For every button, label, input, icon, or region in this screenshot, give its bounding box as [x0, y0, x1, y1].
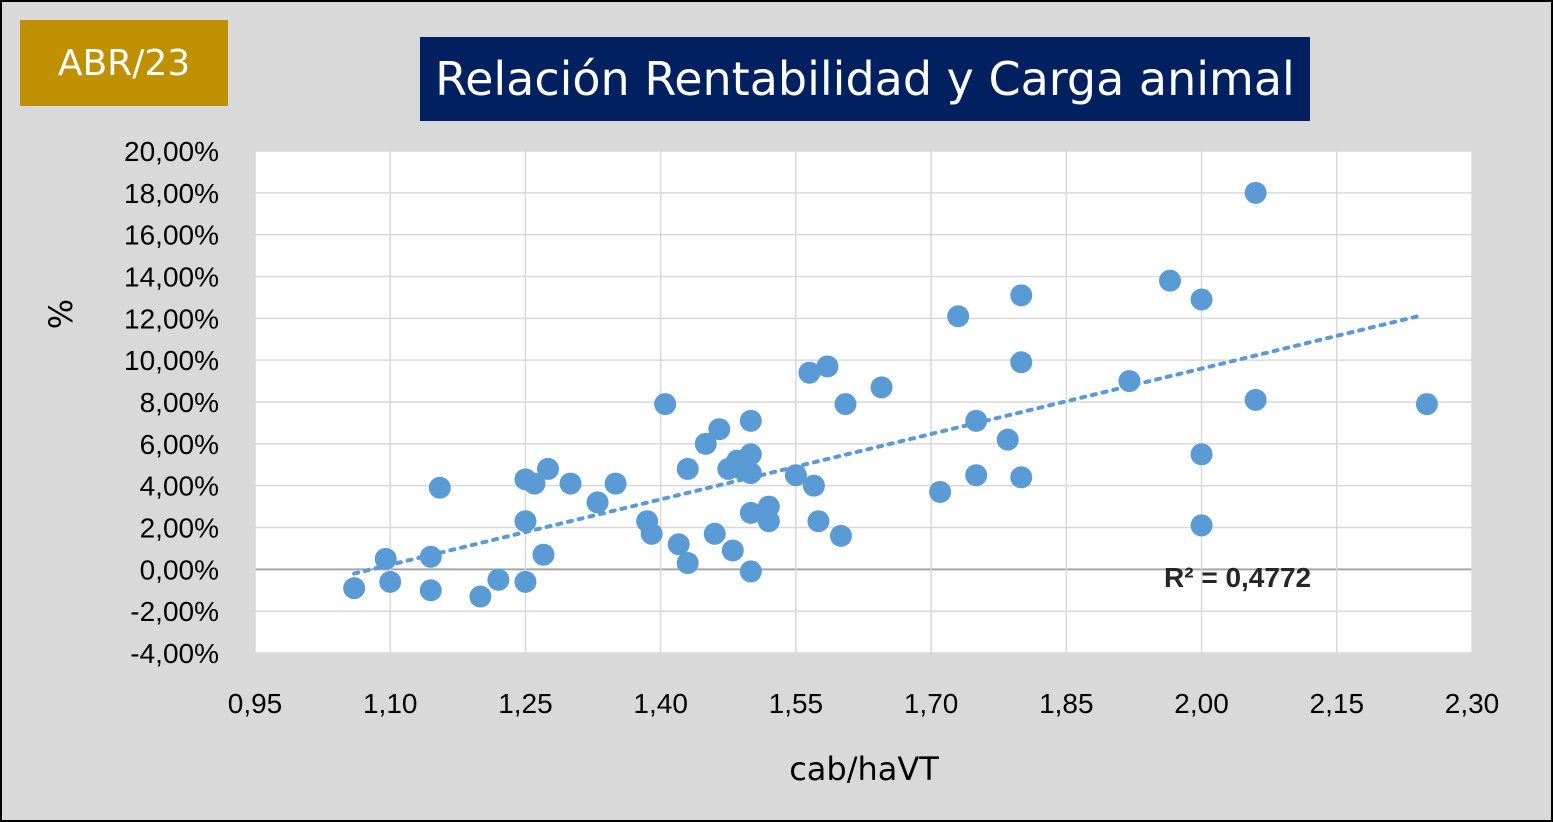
- data-point: [379, 570, 402, 593]
- data-point: [374, 547, 397, 570]
- data-point: [708, 418, 731, 441]
- x-axis-ticks: 0,95 1,10 1,25 1,40 1,55 1,70 1,85 2,00 2,15 2,30: [228, 688, 1500, 719]
- y-tick-label: 4,00%: [140, 471, 219, 502]
- data-point: [965, 409, 988, 432]
- data-point: [739, 443, 762, 466]
- data-point: [834, 393, 857, 416]
- data-point: [1010, 351, 1033, 374]
- data-point: [807, 510, 830, 533]
- data-point: [996, 428, 1019, 451]
- y-tick-label: 6,00%: [140, 429, 219, 460]
- data-point: [784, 464, 807, 487]
- data-point: [1190, 443, 1213, 466]
- data-point: [536, 457, 559, 480]
- data-point: [1159, 269, 1182, 292]
- data-point: [523, 472, 546, 495]
- x-tick-label: 1,40: [633, 688, 688, 719]
- data-point: [604, 472, 627, 495]
- data-points: [343, 181, 1438, 608]
- data-point: [721, 539, 744, 562]
- y-tick-label: 12,00%: [124, 303, 219, 334]
- data-point: [586, 491, 609, 514]
- data-point: [487, 568, 510, 591]
- x-axis-label: cab/haVT: [789, 750, 939, 788]
- data-point: [1010, 466, 1033, 489]
- data-point: [947, 305, 970, 328]
- y-tick-label: 10,00%: [124, 345, 219, 376]
- x-tick-label: 1,70: [904, 688, 959, 719]
- chart-title: Relación Rentabilidad y Carga animal: [420, 37, 1310, 121]
- data-point: [757, 510, 780, 533]
- data-point: [829, 524, 852, 547]
- data-point: [816, 355, 839, 378]
- x-tick-label: 0,95: [228, 688, 283, 719]
- data-point: [1244, 388, 1267, 411]
- data-point: [739, 462, 762, 485]
- data-point: [654, 393, 677, 416]
- data-point: [694, 432, 717, 455]
- data-point: [419, 579, 442, 602]
- y-axis-label: %: [42, 299, 80, 329]
- data-point: [667, 533, 690, 556]
- y-tick-label: 20,00%: [124, 136, 219, 167]
- trendline: [352, 314, 1420, 576]
- data-point: [965, 464, 988, 487]
- data-point: [703, 522, 726, 545]
- y-tick-label: 18,00%: [124, 178, 219, 209]
- data-point: [870, 376, 893, 399]
- data-point: [676, 457, 699, 480]
- data-point: [676, 552, 699, 575]
- data-point: [1118, 370, 1141, 393]
- data-point: [559, 472, 582, 495]
- data-point: [798, 361, 821, 384]
- x-tick-label: 1,55: [769, 688, 824, 719]
- x-tick-label: 2,15: [1310, 688, 1365, 719]
- data-point: [1010, 284, 1033, 307]
- data-point: [428, 476, 451, 499]
- y-tick-label: 0,00%: [140, 554, 219, 585]
- y-tick-label: 2,00%: [140, 513, 219, 544]
- y-tick-label: 14,00%: [124, 262, 219, 293]
- data-point: [1190, 514, 1213, 537]
- data-point: [929, 480, 952, 503]
- trendline-group: [352, 314, 1420, 576]
- data-point: [343, 577, 366, 600]
- y-axis-ticks: -4,00% -2,00% 0,00% 2,00% 4,00% 6,00% 8,00% 10,…: [124, 136, 219, 669]
- data-point: [1190, 288, 1213, 311]
- x-tick-label: 1,85: [1039, 688, 1094, 719]
- y-tick-label: -4,00%: [130, 638, 219, 669]
- period-tag: ABR/23: [20, 20, 228, 106]
- x-tick-label: 2,30: [1445, 688, 1500, 719]
- data-point: [532, 543, 555, 566]
- data-point: [514, 510, 537, 533]
- data-point: [739, 560, 762, 583]
- data-point: [739, 501, 762, 524]
- data-point: [802, 474, 825, 497]
- x-tick-label: 1,10: [363, 688, 418, 719]
- y-tick-label: 8,00%: [140, 387, 219, 418]
- data-point: [469, 585, 492, 608]
- y-tick-label: -2,00%: [130, 596, 219, 627]
- r-squared-annotation: R² = 0,4772: [1164, 562, 1311, 593]
- data-point: [1415, 393, 1438, 416]
- data-point: [419, 545, 442, 568]
- data-point: [514, 570, 537, 593]
- data-point: [739, 409, 762, 432]
- data-point: [640, 522, 663, 545]
- y-tick-label: 16,00%: [124, 220, 219, 251]
- x-tick-label: 1,25: [498, 688, 553, 719]
- grid-lines: [254, 150, 1473, 654]
- x-tick-label: 2,00: [1174, 688, 1229, 719]
- data-point: [1244, 181, 1267, 204]
